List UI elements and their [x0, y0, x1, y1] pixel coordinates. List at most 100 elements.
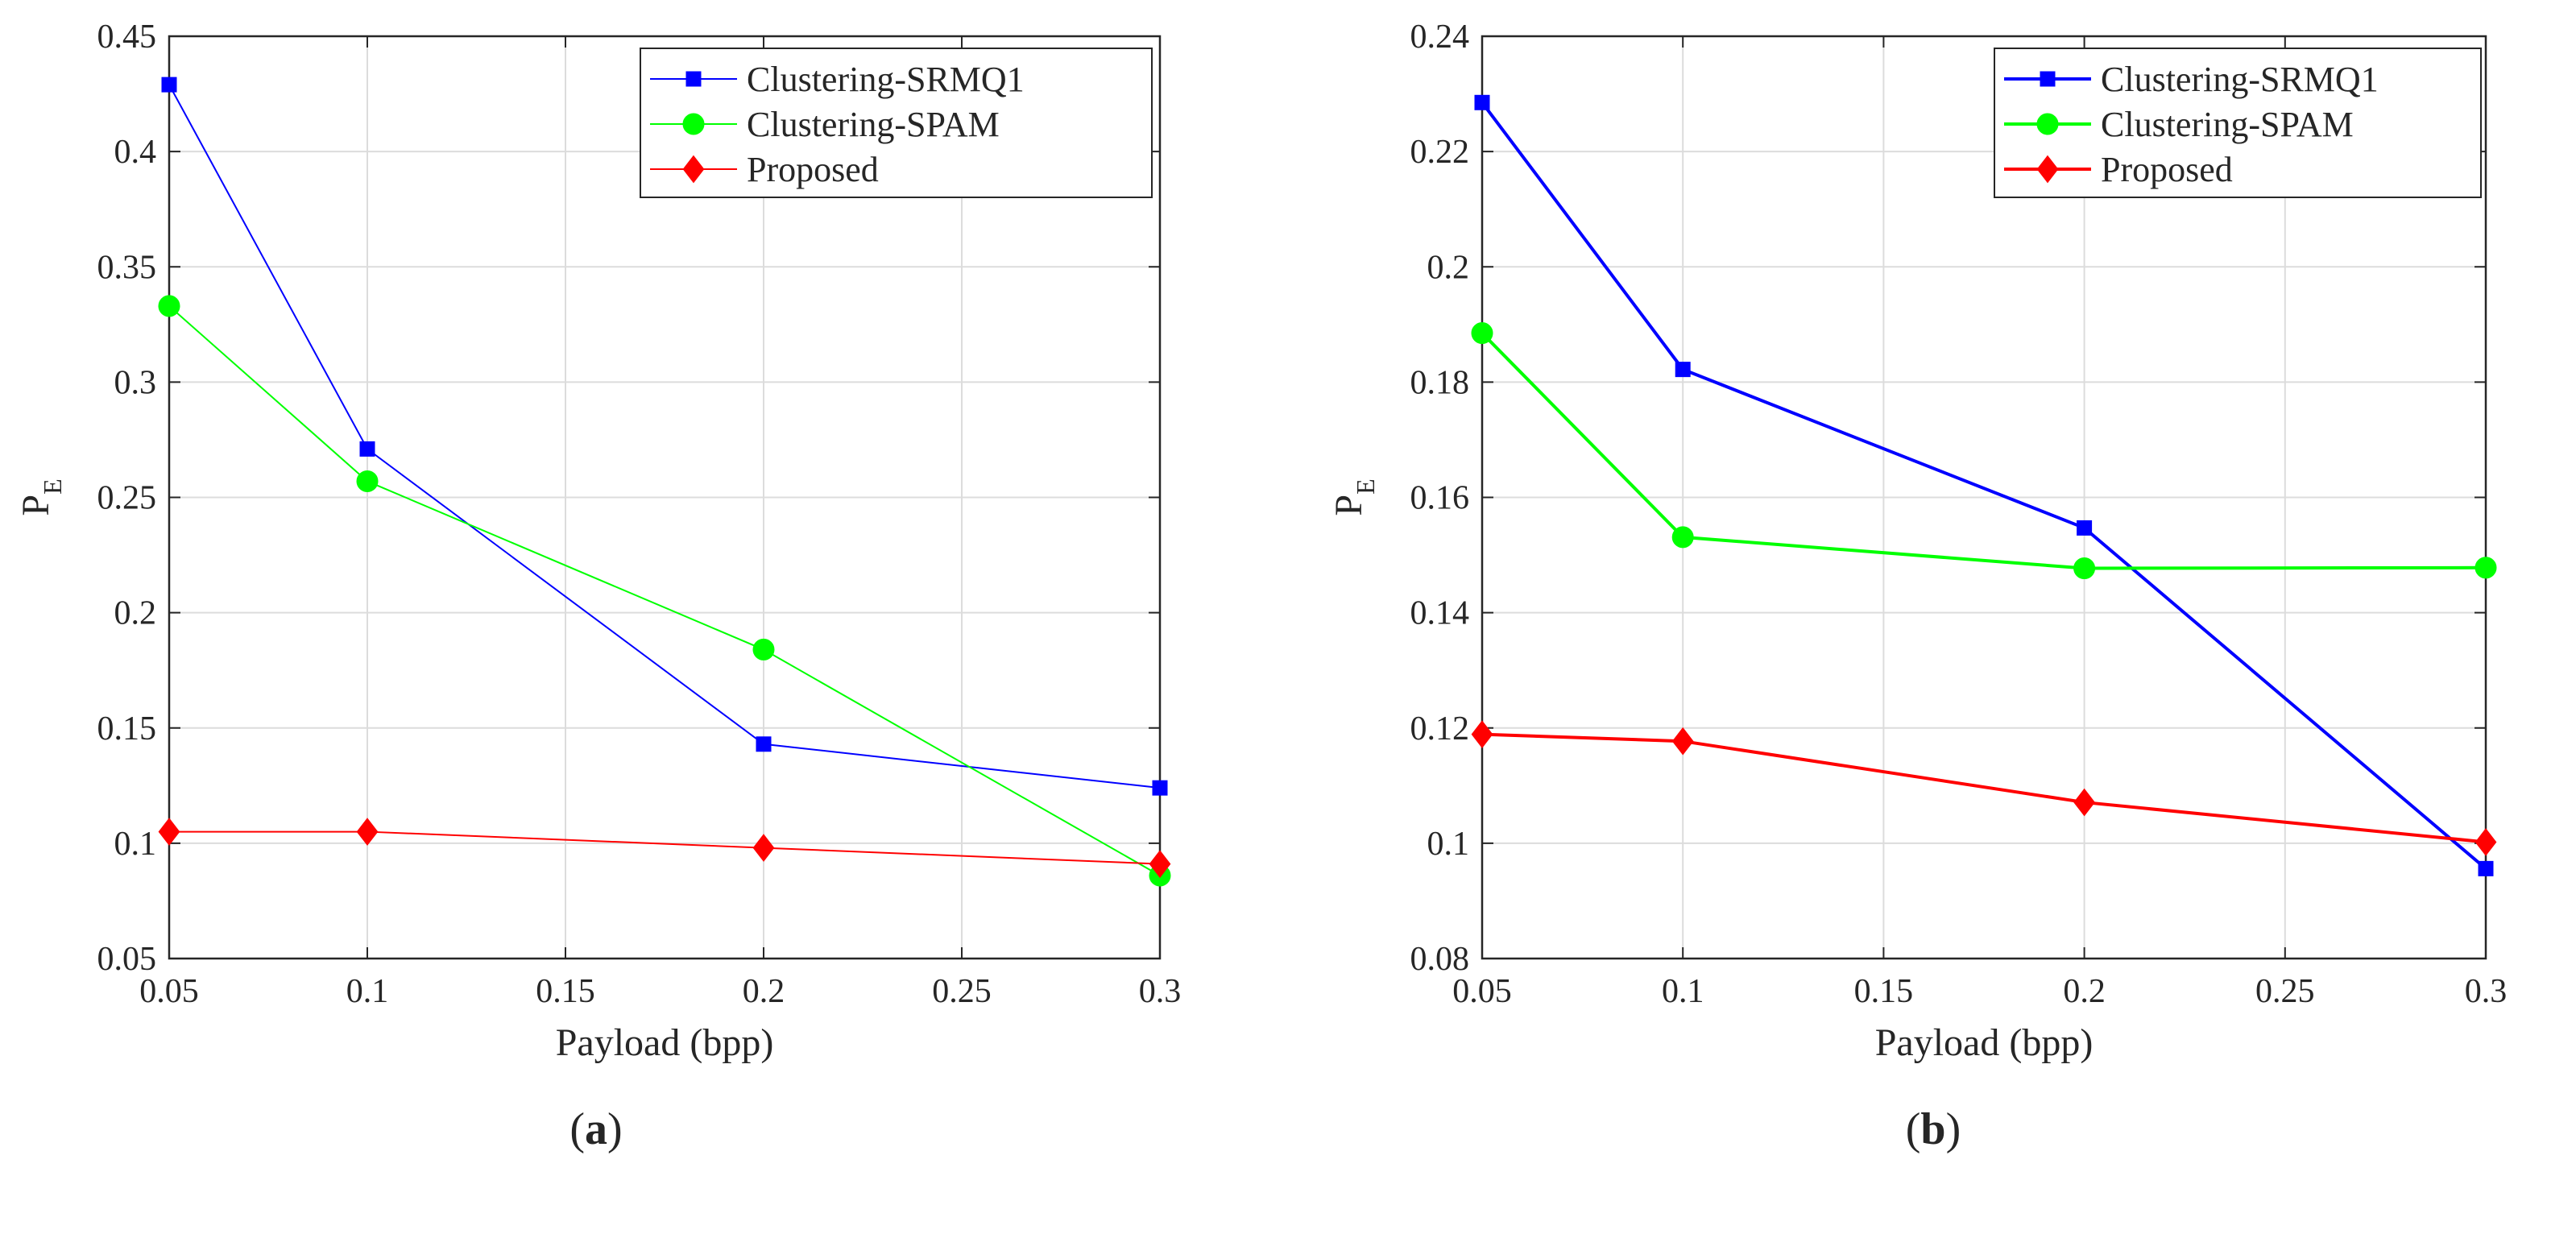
chart-a-y-axis-label-sub: E [38, 478, 67, 495]
chart-a-panel-label-close: ) [607, 1104, 623, 1154]
chart-a-y-tick-label: 0.35 [97, 249, 157, 286]
chart-a-x-tick-label: 0.3 [1139, 973, 1182, 1010]
chart-a-series-clustering-srmq1 [161, 77, 1168, 796]
chart-a-series-proposed-point [1149, 850, 1171, 878]
chart-a-x-tick-label: 0.25 [932, 973, 992, 1010]
chart-a-series-clustering-srmq1-point [756, 736, 772, 752]
chart-b-x-tick-label: 0.1 [1662, 973, 1704, 1010]
chart-b-legend-label: Proposed [2101, 150, 2233, 189]
chart-b-legend: Clustering-SRMQ1 Clustering-SPAM Proposed [1994, 48, 2482, 198]
chart-a-y-axis-label-main: P [14, 495, 57, 516]
chart-b-series-clustering-spam-point [2073, 557, 2096, 580]
chart-b-series-proposed-point [2475, 828, 2497, 856]
chart-a-legend-item: Clustering-SPAM [650, 105, 1000, 144]
chart-b-series-clustering-srmq1-point [1474, 94, 1490, 110]
chart-a-legend-label: Clustering-SPAM [747, 105, 1000, 144]
chart-b-series-clustering-srmq1 [1474, 94, 2494, 876]
chart-a-y-tick-label: 0.3 [114, 364, 157, 401]
chart-b-x-axis-label: Payload (bpp) [1875, 1021, 2094, 1064]
chart-a-series-clustering-srmq1-point [359, 441, 375, 457]
chart-a-legend-box [640, 48, 1153, 198]
chart-b-series-proposed-point [1671, 727, 1694, 756]
chart-b-y-tick-label: 0.2 [1427, 249, 1470, 286]
chart-b-panel-label-open: ( [1906, 1104, 1921, 1154]
chart-a-y-axis-label: PE [14, 478, 67, 516]
chart-a-series-clustering-spam-point [356, 470, 379, 492]
chart-a-y-tick-label: 0.2 [114, 595, 157, 632]
chart-b-legend-swatch-marker [2036, 113, 2059, 135]
chart-b-panel-label-letter: b [1920, 1104, 1945, 1154]
chart-a-series-proposed-point [752, 834, 775, 862]
chart-b-series-clustering-spam-line [1481, 332, 2487, 570]
chart-b-legend-swatch-marker [2040, 71, 2056, 87]
chart-b-group: 0.05 0.1 0.15 0.2 0.25 0.3 0.08 0.1 0.12 0.14 0.16… [1327, 19, 2507, 1154]
chart-b-x-tick-label: 0.05 [1452, 973, 1512, 1010]
chart-b-y-axis-label-sub: E [1351, 478, 1380, 495]
chart-b-x-tick-label: 0.2 [2063, 973, 2106, 1010]
chart-b-legend-swatch-marker [2036, 155, 2059, 184]
chart-a-legend-label: Clustering-SRMQ1 [747, 60, 1025, 99]
chart-a-series-proposed-line [169, 830, 1161, 865]
chart-a-series-clustering-spam-point [158, 295, 180, 317]
chart-b-y-tick-label: 0.16 [1410, 480, 1470, 517]
chart-b-y-tick-label: 0.14 [1410, 595, 1470, 632]
chart-a-x-tick-label: 0.05 [139, 973, 199, 1010]
chart-a-series-clustering-srmq1-point [1152, 780, 1168, 796]
chart-a-series-clustering-srmq1-line [168, 84, 1161, 789]
chart-a-axes-box [168, 35, 1162, 960]
chart-b-y-tick-label: 0.1 [1427, 826, 1470, 863]
chart-b-series-clustering-spam [1471, 322, 2497, 580]
chart-b-series-clustering-spam-point [1671, 526, 1694, 549]
chart-a-series-proposed [158, 818, 1171, 878]
chart-b-legend-item: Proposed [2004, 150, 2233, 189]
chart-a-legend: Clustering-SRMQ1 Clustering-SPAM Proposed [640, 48, 1153, 198]
chart-b-series-clustering-srmq1-line [1481, 101, 2487, 870]
chart-b-legend-label: Clustering-SPAM [2101, 105, 2354, 144]
chart-b-y-tick-label: 0.24 [1410, 19, 1470, 56]
chart-b-y-axis-label-main: P [1327, 495, 1370, 516]
chart-b-x-tick-label: 0.15 [1854, 973, 1914, 1010]
chart-a-y-tick-label: 0.05 [97, 941, 157, 978]
chart-b-legend-item: Clustering-SPAM [2004, 105, 2354, 144]
chart-b-series-proposed-point [1471, 720, 1493, 748]
chart-a-y-tick-label: 0.25 [97, 480, 157, 517]
chart-a-series-clustering-spam-point [752, 638, 775, 660]
chart-b-series-proposed-point [2073, 788, 2095, 817]
chart-b-y-tick-label: 0.22 [1410, 134, 1470, 171]
chart-b-y-tick-label: 0.08 [1410, 941, 1470, 978]
chart-a-y-tick-label: 0.4 [114, 134, 157, 171]
chart-a-y-tick-label: 0.45 [97, 19, 157, 56]
chart-b-series-clustering-srmq1-point [1675, 362, 1691, 378]
chart-b-x-tick-label: 0.25 [2255, 973, 2315, 1010]
chart-a-legend-label: Proposed [747, 150, 879, 189]
chart-a-group: 0.05 0.1 0.15 0.2 0.25 0.3 0.05 0.1 0.15 0.2 0.25 0… [14, 19, 1181, 1154]
chart-b-axes-box [1481, 35, 2487, 960]
chart-b-series-clustering-srmq1-point [2077, 520, 2093, 536]
chart-a-legend-item: Clustering-SRMQ1 [650, 60, 1025, 99]
chart-a-y-tick-label: 0.1 [114, 826, 157, 863]
chart-b-legend-item: Clustering-SRMQ1 [2004, 60, 2379, 99]
chart-a-series-clustering-spam [158, 295, 1171, 887]
chart-a-legend-swatch-marker [682, 155, 705, 184]
chart-a-legend-swatch-marker [682, 113, 705, 135]
chart-a-panel-label-open: ( [569, 1104, 585, 1154]
chart-b-series-proposed [1471, 720, 2497, 856]
chart-b-panel-label: (b) [1906, 1104, 1961, 1154]
chart-b-y-axis-label: PE [1327, 478, 1380, 516]
chart-a-series-clustering-srmq1-point [161, 77, 177, 93]
chart-b-y-tick-label: 0.12 [1410, 710, 1470, 747]
chart-b-series-clustering-spam-point [1471, 322, 1493, 345]
chart-a-series-proposed-point [356, 818, 379, 846]
chart-a-panel-label: (a) [569, 1104, 622, 1154]
chart-b-panel-label-close: ) [1946, 1104, 1961, 1154]
chart-a-x-tick-label: 0.2 [743, 973, 785, 1010]
chart-b-series-clustering-srmq1-point [2478, 860, 2494, 876]
chart-b-y-tick-label: 0.18 [1410, 364, 1470, 401]
chart-a-y-tick-label: 0.15 [97, 710, 157, 747]
chart-a-legend-item: Proposed [650, 150, 879, 189]
chart-a-x-tick-label: 0.15 [536, 973, 595, 1010]
chart-b-series-clustering-spam-point [2475, 557, 2497, 579]
chart-a-panel-label-letter: a [585, 1104, 607, 1154]
chart-a-x-axis-label: Payload (bpp) [556, 1021, 774, 1064]
